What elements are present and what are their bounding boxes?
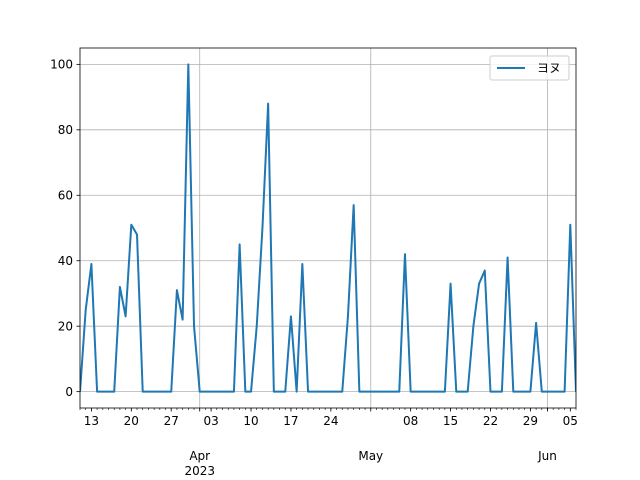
x-tick-label: 15 [443, 414, 458, 428]
x-tick-label: 20 [124, 414, 139, 428]
series-layer [80, 63, 576, 393]
x-tick-label: 27 [164, 414, 179, 428]
x-tick-label: 29 [523, 414, 538, 428]
x-tick-label: 13 [84, 414, 99, 428]
series-line-0 [80, 63, 576, 393]
legend-box [489, 55, 570, 81]
y-tick-label: 20 [58, 319, 73, 333]
x-tick-label: 22 [483, 414, 498, 428]
y-tick-label: 60 [58, 188, 73, 202]
x-major-tick-label: Jun [537, 449, 557, 463]
x-tick-label: 03 [203, 414, 218, 428]
y-axis: 0 20 40 60 80 100 [50, 58, 80, 399]
x-major-tick-sublabel: 2023 [184, 464, 215, 478]
y-tick-label: 100 [50, 58, 73, 72]
legend-label: ヨヌ [537, 61, 561, 75]
x-tick-label: 24 [323, 414, 338, 428]
y-tick-label: 0 [65, 385, 73, 399]
x-tick-label: 05 [563, 414, 578, 428]
x-tick-label: 17 [283, 414, 298, 428]
y-tick-label: 40 [58, 254, 73, 268]
x-major-tick-label: Apr [189, 449, 210, 463]
plot-frame [79, 47, 577, 409]
y-tick-label: 80 [58, 123, 73, 137]
x-major-tick-label: May [358, 449, 383, 463]
x-tick-label: 08 [403, 414, 418, 428]
x-tick-label: 10 [243, 414, 258, 428]
legend: ヨヌ [489, 55, 570, 81]
